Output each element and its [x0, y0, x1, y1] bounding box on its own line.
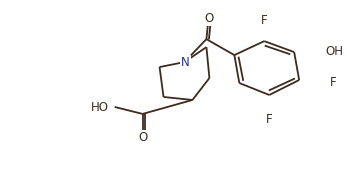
Text: HO: HO [91, 101, 109, 114]
Text: F: F [261, 14, 268, 27]
Text: F: F [330, 76, 337, 89]
Text: N: N [181, 56, 190, 69]
Text: O: O [205, 12, 214, 25]
Text: O: O [138, 131, 147, 144]
Text: OH: OH [325, 45, 343, 58]
Text: F: F [266, 113, 272, 126]
